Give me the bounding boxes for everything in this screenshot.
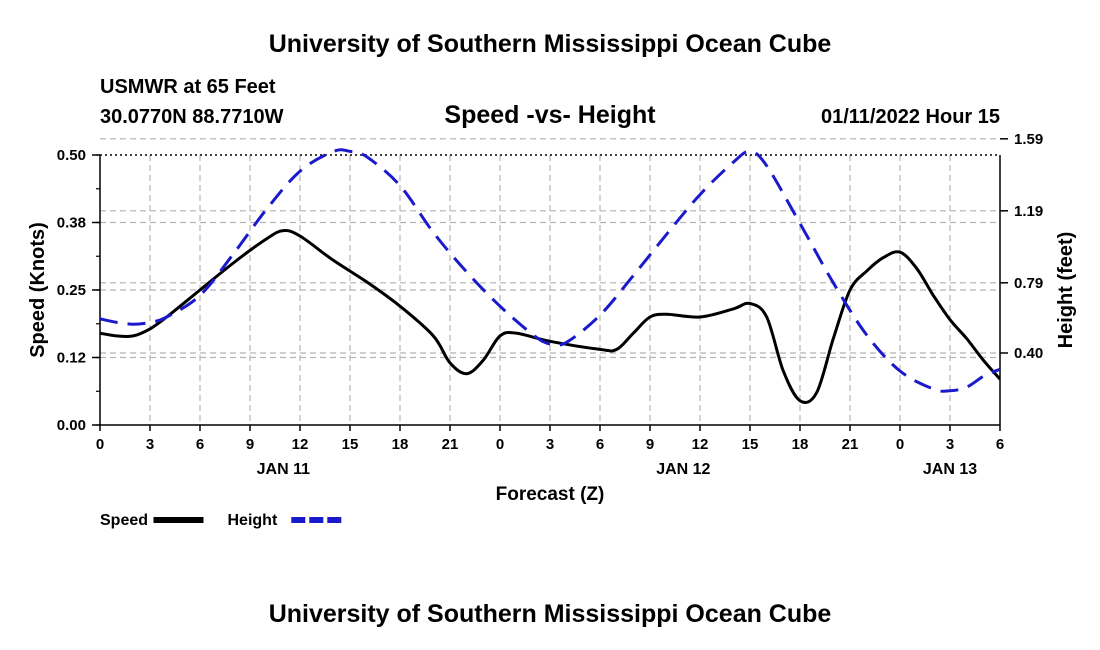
date-label: JAN 12 bbox=[656, 461, 710, 478]
x-tick-label: 15 bbox=[742, 436, 759, 453]
x-tick-label: 0 bbox=[96, 436, 104, 453]
y-tick-label-right: 1.19 bbox=[1014, 203, 1043, 220]
forecast-datetime: 01/11/2022 Hour 15 bbox=[820, 106, 1000, 128]
y-tick-label-left: 0.50 bbox=[57, 147, 86, 164]
x-tick-label: 21 bbox=[442, 436, 459, 453]
legend-label-speed: Speed bbox=[100, 512, 148, 529]
x-tick-label: 3 bbox=[946, 436, 954, 453]
date-label: JAN 11 bbox=[257, 461, 310, 478]
speed-series-line bbox=[100, 228, 1000, 404]
y-axis-label-right: Height (feet) bbox=[1055, 232, 1077, 349]
x-tick-label: 21 bbox=[842, 436, 859, 453]
x-tick-label: 12 bbox=[692, 436, 709, 453]
y-tick-label-left: 0.25 bbox=[57, 282, 86, 299]
station-coordinates: 30.0770N 88.7710W bbox=[100, 106, 284, 128]
x-tick-label: 6 bbox=[996, 436, 1004, 453]
x-tick-label: 15 bbox=[342, 436, 359, 453]
y-tick-label-right: 1.59 bbox=[1014, 131, 1043, 148]
x-tick-label: 18 bbox=[792, 436, 809, 453]
y-tick-label-right: 0.40 bbox=[1014, 345, 1043, 362]
x-tick-label: 0 bbox=[496, 436, 504, 453]
legend-label-height: Height bbox=[228, 512, 278, 529]
x-tick-label: 9 bbox=[246, 436, 254, 453]
y-tick-label-left: 0.12 bbox=[57, 350, 86, 367]
x-tick-label: 3 bbox=[546, 436, 554, 453]
x-tick-label: 6 bbox=[596, 436, 604, 453]
chart-subtitle: Speed -vs- Height bbox=[444, 101, 656, 129]
station-label: USMWR at 65 Feet bbox=[100, 76, 276, 98]
x-tick-label: 6 bbox=[196, 436, 204, 453]
y-tick-label-left: 0.00 bbox=[57, 417, 86, 434]
x-tick-label: 9 bbox=[646, 436, 654, 453]
date-label: JAN 13 bbox=[923, 461, 977, 478]
x-tick-label: 0 bbox=[896, 436, 904, 453]
page-title: University of Southern Mississippi Ocean… bbox=[268, 30, 832, 58]
y-axis-label-left: Speed (Knots) bbox=[27, 222, 49, 358]
y-tick-label-left: 0.38 bbox=[57, 215, 86, 232]
x-tick-label: 12 bbox=[292, 436, 309, 453]
x-tick-label: 3 bbox=[146, 436, 154, 453]
y-tick-label-right: 0.79 bbox=[1014, 275, 1043, 292]
page-title-bottom: University of Southern Mississippi Ocean… bbox=[268, 600, 832, 628]
x-tick-label: 18 bbox=[392, 436, 409, 453]
height-series-line bbox=[100, 148, 1000, 393]
x-axis-label: Forecast (Z) bbox=[496, 484, 605, 505]
